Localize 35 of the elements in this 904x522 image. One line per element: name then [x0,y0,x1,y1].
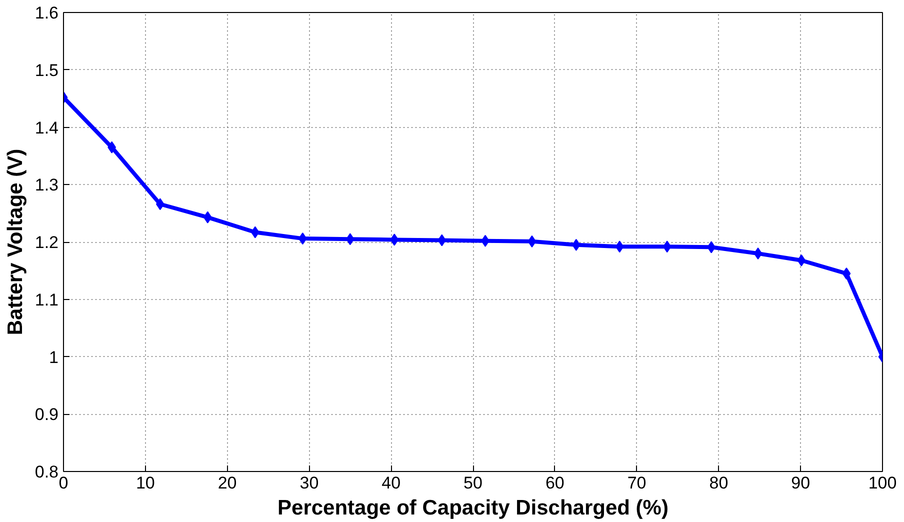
x-tick-label: 40 [382,474,401,492]
x-tick-label: 10 [136,474,155,492]
point [662,240,672,253]
point [346,233,354,246]
y-tick-label: 1 [49,348,59,367]
point [250,226,260,238]
y-tick-label: 0.8 [34,462,59,482]
x-tick-label: 100 [868,474,897,492]
x-tick-label: 20 [218,474,237,492]
point [797,254,806,266]
y-tick-label: 1.3 [34,176,59,195]
x-tick-label: 70 [627,474,646,492]
point [754,247,762,260]
y-tick-label: 1.6 [34,4,59,22]
x-tick-label: 80 [709,474,728,492]
point [156,198,164,210]
y-tick-label: 1.4 [34,118,59,138]
point [203,211,212,224]
point [842,268,851,280]
point [528,235,536,248]
point [615,240,624,253]
y-tick-label: 1.5 [34,60,59,80]
x-tick-label: 60 [545,474,564,492]
y-tick-label: 0.9 [34,405,59,424]
x-tick-label: 0 [58,474,68,492]
y-axis-title: Battery Voltage (V) [4,148,27,336]
point [390,234,399,246]
y-tick-label: 1.1 [34,290,59,310]
x-tick-label: 90 [791,474,810,492]
x-tick-label: 50 [464,474,482,492]
point [298,232,307,245]
x-axis-title: Percentage of Capacity Discharged (%) [278,496,668,520]
point [438,234,446,246]
x-tick-label: 30 [300,474,319,492]
y-tick-label: 1.2 [34,233,59,252]
